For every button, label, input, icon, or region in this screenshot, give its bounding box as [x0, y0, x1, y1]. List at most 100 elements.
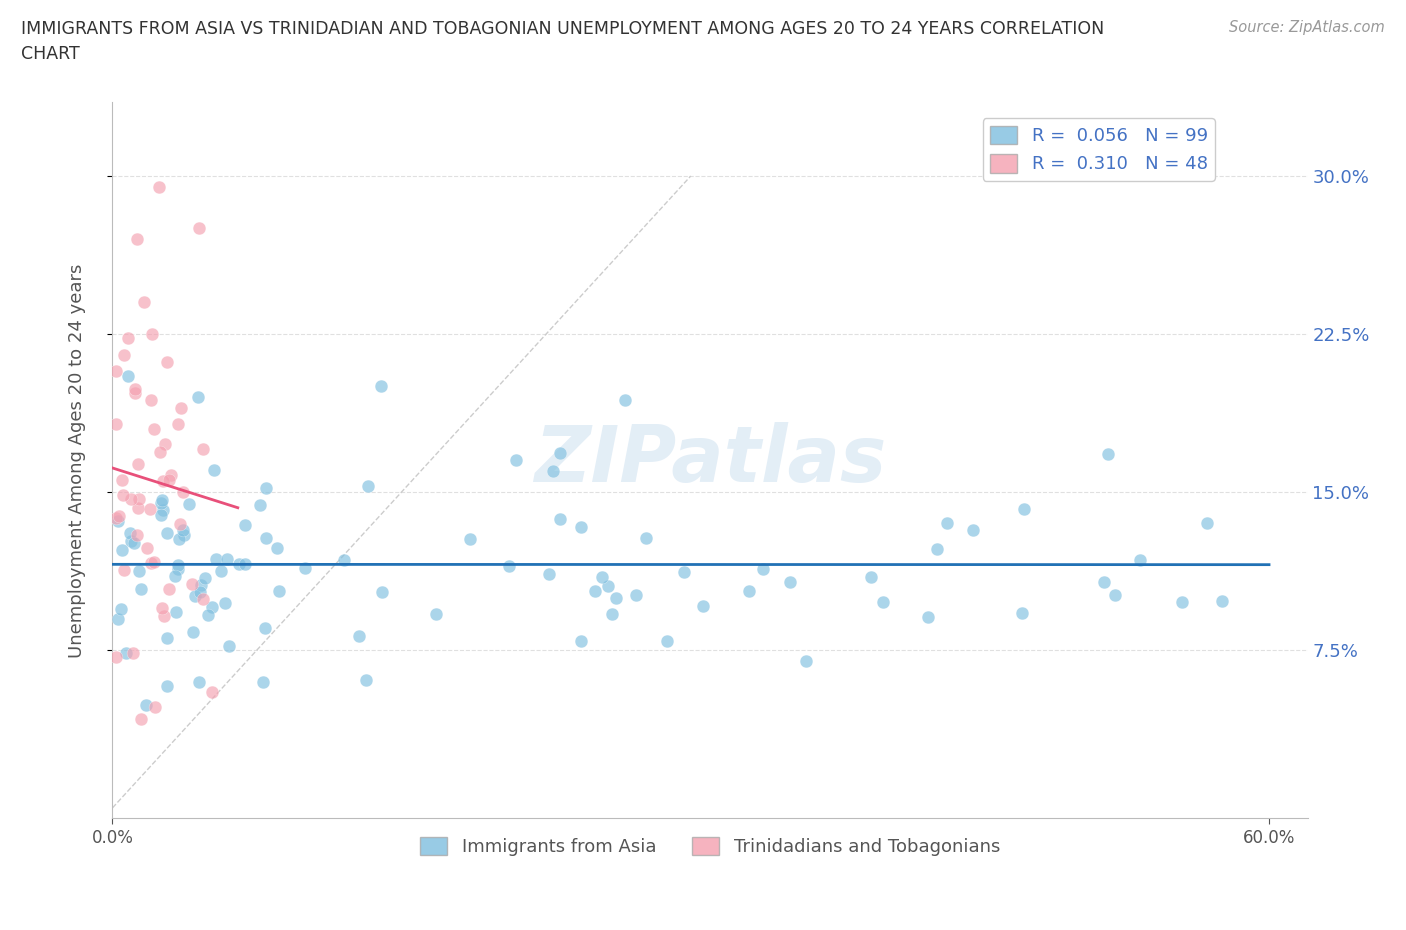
Point	[156, 525, 179, 540]
Point	[112, 348, 135, 363]
Point	[136, 540, 159, 555]
Point	[117, 330, 139, 345]
Point	[370, 584, 392, 599]
Point	[152, 492, 174, 507]
Point	[541, 463, 564, 478]
Point	[167, 531, 190, 546]
Point	[173, 527, 195, 542]
Point	[1211, 593, 1233, 608]
Point	[181, 577, 204, 591]
Point	[538, 566, 561, 581]
Point	[125, 232, 148, 246]
Point	[114, 646, 136, 661]
Point	[1092, 575, 1115, 590]
Point	[583, 583, 606, 598]
Point	[129, 582, 152, 597]
Point	[598, 578, 620, 593]
Point	[197, 607, 219, 622]
Point	[253, 620, 276, 635]
Point	[256, 531, 278, 546]
Point	[1097, 446, 1119, 461]
Point	[105, 417, 128, 432]
Point	[135, 698, 157, 712]
Point	[153, 437, 176, 452]
Point	[167, 562, 190, 577]
Point	[779, 575, 801, 590]
Point	[636, 531, 658, 546]
Point	[152, 608, 174, 623]
Point	[1129, 552, 1152, 567]
Point	[122, 536, 145, 551]
Point	[124, 382, 146, 397]
Point	[204, 551, 226, 566]
Point	[194, 570, 217, 585]
Point	[156, 354, 179, 369]
Point	[333, 552, 356, 567]
Point	[107, 611, 129, 626]
Point	[142, 554, 165, 569]
Point	[177, 497, 200, 512]
Point	[110, 543, 132, 558]
Point	[872, 594, 894, 609]
Point	[202, 462, 225, 477]
Point	[112, 487, 135, 502]
Point	[181, 624, 204, 639]
Point	[120, 491, 142, 506]
Point	[149, 508, 172, 523]
Point	[170, 400, 193, 415]
Point	[105, 511, 128, 525]
Point	[569, 520, 592, 535]
Point	[129, 712, 152, 727]
Point	[112, 563, 135, 578]
Point	[156, 678, 179, 693]
Point	[141, 392, 163, 407]
Point	[191, 442, 214, 457]
Point	[1195, 515, 1218, 530]
Point	[214, 596, 236, 611]
Point	[152, 502, 174, 517]
Point	[209, 564, 232, 578]
Point	[172, 485, 194, 499]
Point	[110, 602, 132, 617]
Point	[107, 508, 129, 523]
Point	[1104, 587, 1126, 602]
Point	[1171, 594, 1194, 609]
Point	[165, 569, 187, 584]
Point	[1011, 606, 1033, 621]
Point	[267, 584, 290, 599]
Point	[860, 569, 883, 584]
Point	[569, 633, 592, 648]
Point	[149, 496, 172, 511]
Y-axis label: Unemployment Among Ages 20 to 24 years: Unemployment Among Ages 20 to 24 years	[67, 263, 86, 658]
Point	[188, 585, 211, 600]
Point	[215, 551, 238, 566]
Point	[142, 421, 165, 436]
Point	[201, 684, 224, 699]
Point	[600, 606, 623, 621]
Point	[172, 523, 194, 538]
Point	[165, 604, 187, 619]
Point	[692, 599, 714, 614]
Point	[249, 498, 271, 512]
Point	[167, 558, 190, 573]
Point	[149, 445, 172, 459]
Point	[124, 385, 146, 400]
Point	[132, 295, 155, 310]
Point	[294, 561, 316, 576]
Point	[191, 591, 214, 606]
Point	[266, 540, 288, 555]
Point	[613, 392, 636, 407]
Point	[354, 673, 377, 688]
Point	[233, 518, 256, 533]
Point	[107, 513, 129, 528]
Point	[139, 501, 162, 516]
Text: ZIPatlas: ZIPatlas	[534, 422, 886, 498]
Point	[673, 565, 696, 579]
Point	[796, 654, 818, 669]
Point	[105, 364, 128, 379]
Point	[252, 674, 274, 689]
Point	[188, 675, 211, 690]
Point	[160, 468, 183, 483]
Point	[751, 561, 773, 576]
Point	[157, 472, 180, 487]
